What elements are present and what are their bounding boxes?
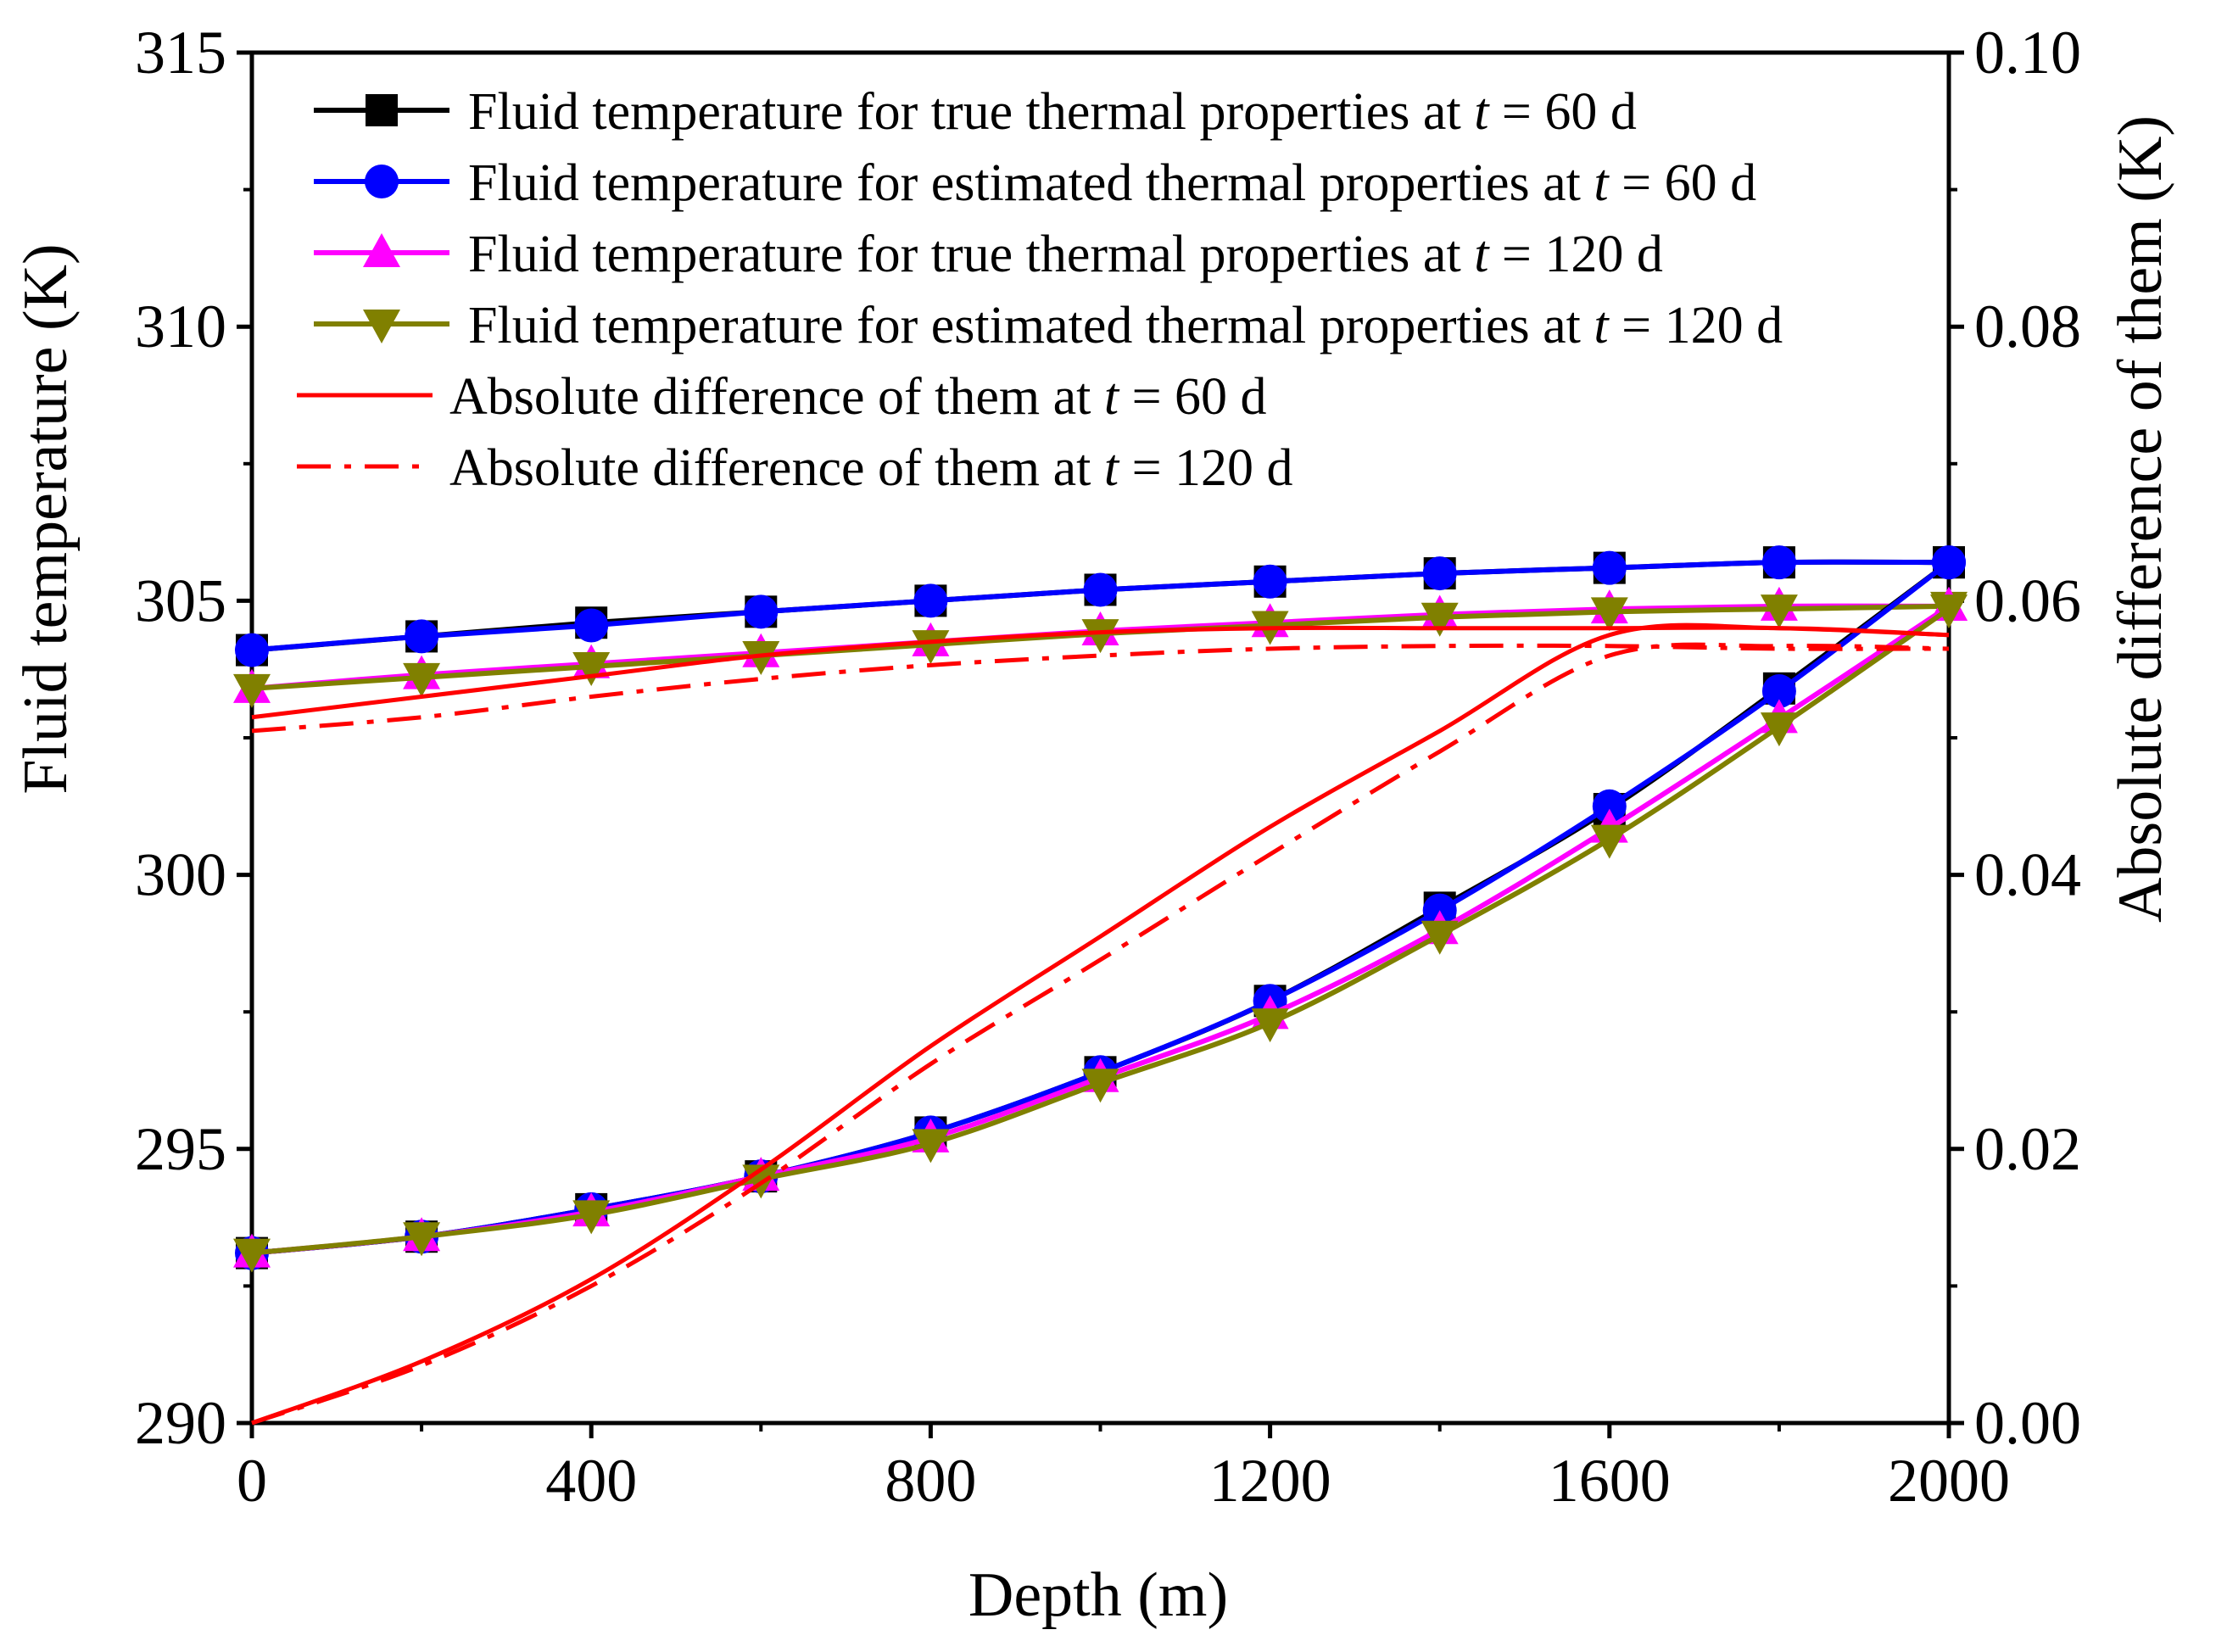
data-point <box>1083 572 1118 607</box>
series-9 <box>251 642 1950 1426</box>
y-tick-label: 305 <box>135 566 226 634</box>
axes-layer: 0 400 800 1200 1600 2000 290 295 300 305 310 315 0.0… <box>135 19 2081 1515</box>
legend-label: Fluid temperature for true thermal prope… <box>468 226 1663 283</box>
y-tick-label: 300 <box>135 841 226 909</box>
y-tick-label: 315 <box>135 19 226 87</box>
series-5 <box>235 545 1966 1270</box>
legend-item: Fluid temperature for true thermal prope… <box>314 83 1637 141</box>
data-point <box>1760 594 1798 629</box>
series-4 <box>236 546 1965 1270</box>
data-point <box>1251 1008 1289 1043</box>
data-point <box>403 1222 441 1257</box>
legend-item: Absolute difference of them at t = 60 d <box>297 368 1267 426</box>
data-point <box>233 1238 271 1273</box>
y2-tick-label: 0.02 <box>1974 1115 2081 1183</box>
series-layer <box>233 545 1968 1426</box>
series-3 <box>233 591 1968 708</box>
data-point <box>1081 619 1119 654</box>
y2-axis-title: Absolute difference of them (K) <box>2106 115 2175 923</box>
data-point <box>572 651 611 686</box>
y-tick-label: 295 <box>135 1115 226 1183</box>
data-point <box>1253 564 1287 599</box>
difference-line <box>251 622 1950 1426</box>
y2-tick-label: 0.10 <box>1974 19 2081 87</box>
legend-item: Fluid temperature for estimated thermal … <box>314 297 1783 354</box>
y2-tick-label: 0.04 <box>1974 841 2081 909</box>
data-point <box>1590 597 1628 632</box>
data-point <box>405 619 439 654</box>
legend-label: Fluid temperature for estimated thermal … <box>468 154 1756 212</box>
difference-line <box>251 642 1950 1426</box>
legend-label: Absolute difference of them at t = 120 d <box>449 439 1293 497</box>
data-point <box>1760 712 1798 747</box>
data-point <box>572 1200 611 1235</box>
x-tick-label: 2000 <box>1888 1447 2010 1515</box>
data-point <box>1930 594 1968 629</box>
data-point <box>233 673 271 708</box>
data-point <box>913 583 948 618</box>
data-point <box>1761 545 1796 580</box>
legend-label: Fluid temperature for estimated thermal … <box>468 297 1783 354</box>
legend-marker <box>363 310 400 343</box>
difference-line <box>251 643 1950 734</box>
x-tick-label: 1200 <box>1209 1447 1331 1515</box>
y2-tick-label: 0.06 <box>1974 566 2081 634</box>
data-point <box>744 594 779 629</box>
data-point <box>1421 920 1459 955</box>
legend-item: Absolute difference of them at t = 120 d <box>297 439 1293 497</box>
data-point <box>1081 1069 1119 1103</box>
x-tick-label: 400 <box>545 1447 637 1515</box>
series-8 <box>251 622 1950 1426</box>
data-point <box>1422 556 1457 591</box>
legend-label: Absolute difference of them at t = 60 d <box>449 368 1267 426</box>
data-point <box>1592 550 1627 585</box>
legend-item: Fluid temperature for estimated thermal … <box>314 154 1756 212</box>
legend: Fluid temperature for true thermal prope… <box>297 83 1783 497</box>
data-point <box>1590 824 1628 859</box>
data-point <box>1932 545 1966 580</box>
data-point <box>742 641 780 676</box>
data-point <box>1592 789 1627 823</box>
legend-marker <box>363 233 400 267</box>
data-point <box>403 662 441 697</box>
data-point <box>1761 674 1796 709</box>
x-tick-label: 1600 <box>1549 1447 1671 1515</box>
y2-tick-label: 0.00 <box>1974 1389 2081 1457</box>
y-axis-title: Fluid temperature (K) <box>11 243 81 794</box>
series-7 <box>233 594 1968 1273</box>
data-point <box>574 608 609 643</box>
data-point <box>912 1129 950 1164</box>
x-tick-label: 800 <box>885 1447 976 1515</box>
x-tick-label: 0 <box>237 1447 267 1515</box>
data-point <box>1421 602 1459 637</box>
y-tick-label: 310 <box>135 293 226 360</box>
series-line <box>251 560 1951 1256</box>
data-point <box>912 630 950 665</box>
y2-tick-label: 0.08 <box>1974 293 2081 360</box>
data-point <box>235 633 269 667</box>
series-line <box>251 560 1951 1256</box>
legend-marker <box>365 165 399 198</box>
series-line <box>251 604 1951 1256</box>
x-axis-title: Depth (m) <box>968 1560 1228 1630</box>
legend-label: Fluid temperature for true thermal prope… <box>468 83 1637 141</box>
y-tick-label: 290 <box>135 1389 226 1457</box>
legend-marker <box>366 94 398 126</box>
legend-item: Fluid temperature for true thermal prope… <box>314 226 1663 283</box>
